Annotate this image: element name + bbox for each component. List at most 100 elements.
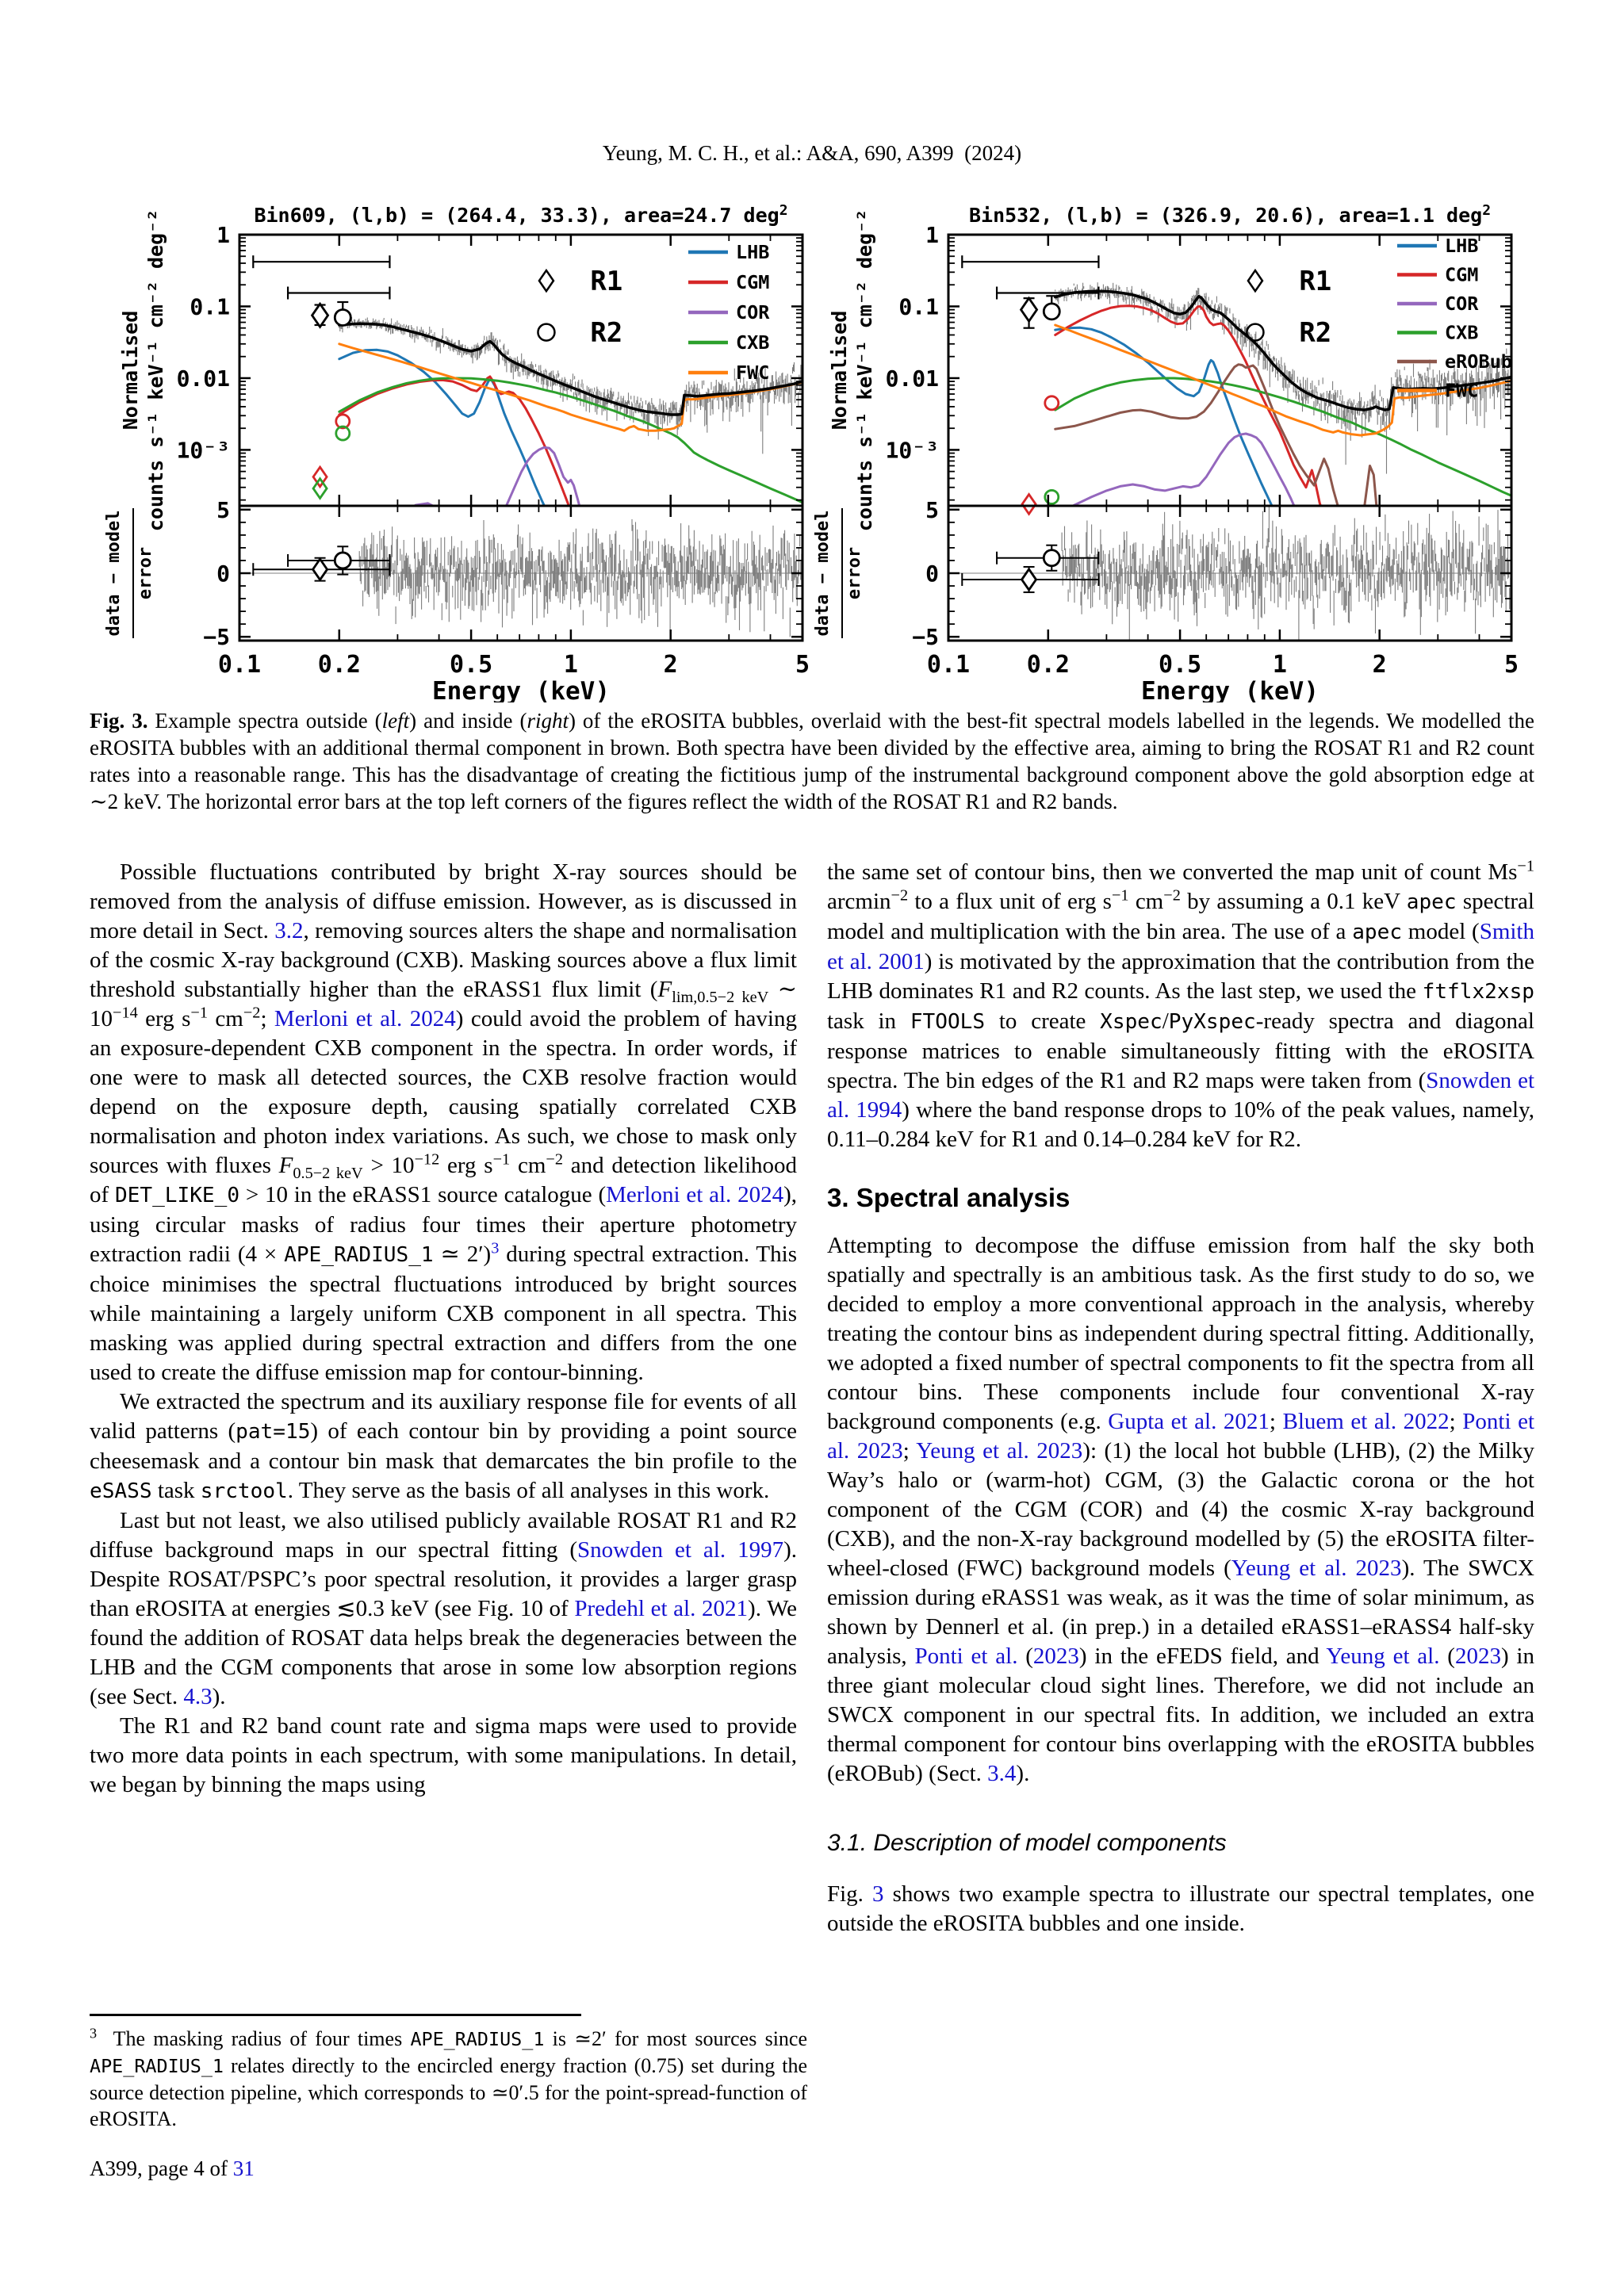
text-run: ; xyxy=(1449,1409,1463,1434)
body-columns: Possible fluctuations contributed by bri… xyxy=(90,858,1534,1938)
citation-link[interactable]: Yeung et al. 2023 xyxy=(1231,1556,1402,1581)
citation-link[interactable]: Yeung et al. 2023 xyxy=(916,1438,1083,1464)
citation-link[interactable]: 3 xyxy=(872,1881,884,1907)
svg-text:5: 5 xyxy=(216,497,230,523)
text-run: ). xyxy=(1016,1761,1030,1786)
svg-text:eROBub: eROBub xyxy=(1445,350,1512,373)
text-run: ). The SWCX emission during eRASS1 was w… xyxy=(827,1556,1534,1669)
text-run: Attempting to decompose the diffuse emis… xyxy=(827,1233,1534,1434)
text-run: arcmin xyxy=(827,889,891,914)
footer-text: A399, page 4 of xyxy=(90,2156,233,2180)
text-run: . They serve as the basis of all analyse… xyxy=(287,1478,770,1503)
citation-link[interactable]: Smith et al. 2001 xyxy=(827,919,1534,974)
text-run: ≃ 2′) xyxy=(433,1242,492,1267)
svg-text:1: 1 xyxy=(1273,651,1287,679)
text-run: , removing sources alters the shape and … xyxy=(90,918,797,1002)
text-run: ; xyxy=(902,1438,917,1464)
text-run: APE_RADIUS_1 xyxy=(284,1243,434,1267)
paragraph: Last but not least, we also utilised pub… xyxy=(90,1506,797,1712)
citation-link[interactable]: 2023 xyxy=(1454,1644,1501,1669)
svg-text:COR: COR xyxy=(1445,293,1479,315)
svg-text:0.1: 0.1 xyxy=(190,293,230,320)
page-count-link[interactable]: 31 xyxy=(232,2156,255,2180)
text-run: and detection likelihood of xyxy=(90,1153,798,1207)
svg-text:0: 0 xyxy=(216,561,230,587)
text-run: −1 xyxy=(1111,886,1129,905)
text-run: ) could avoid the problem of having an e… xyxy=(90,1006,797,1178)
text-run: −2 xyxy=(1163,886,1181,905)
figure3-caption: Fig. 3. Example spectra outside (left) a… xyxy=(90,707,1534,815)
citation-link[interactable]: Gupta et al. 2021 xyxy=(1108,1409,1270,1434)
text-run: F xyxy=(278,1153,293,1178)
text-run: erg s xyxy=(439,1153,493,1178)
text-run: 0.5−2 keV xyxy=(293,1164,363,1182)
svg-text:0.5: 0.5 xyxy=(1159,651,1201,679)
footnote: 3 The masking radius of four times APE_R… xyxy=(90,2001,807,2132)
text-run: Last but not least, we also utilised pub… xyxy=(90,1508,797,1563)
svg-text:LHB: LHB xyxy=(1445,235,1478,257)
citation-link[interactable]: Ponti et al. 2023 xyxy=(827,1409,1535,1464)
citation-link[interactable]: Bluem et al. 2022 xyxy=(1282,1409,1450,1434)
text-run: APE_RADIUS_1 xyxy=(410,2028,545,2050)
text-run: FTOOLS xyxy=(910,1010,986,1034)
right-column: the same set of contour bins, then we co… xyxy=(827,858,1534,1938)
svg-text:data − model: data − model xyxy=(105,511,124,637)
paragraph: Fig. 3 shows two example spectra to illu… xyxy=(827,1880,1534,1938)
text-run: to create xyxy=(985,1008,1101,1034)
text-run: the same set of contour bins, then we co… xyxy=(827,859,1518,885)
text-run: cm xyxy=(207,1006,243,1031)
text-run: by assuming a 0.1 keV xyxy=(1180,889,1407,914)
citation-link[interactable]: 3.2 xyxy=(274,918,304,943)
svg-text:Normalised: Normalised xyxy=(828,311,851,430)
text-run: lim,0.5−2 keV xyxy=(672,988,769,1006)
text-run: cm xyxy=(1128,889,1164,914)
svg-text:1: 1 xyxy=(564,651,578,679)
text-run: Fig. xyxy=(827,1881,873,1907)
citation-link[interactable]: Snowden et al. 1997 xyxy=(577,1537,784,1563)
citation-link[interactable]: Predehl et al. 2021 xyxy=(574,1596,749,1621)
svg-text:COR: COR xyxy=(736,301,770,323)
text-run: Example spectra outside ( xyxy=(147,709,382,733)
citation-link[interactable]: Snowden et al. 1994 xyxy=(827,1068,1535,1123)
citation-link[interactable]: 2023 xyxy=(1032,1644,1079,1669)
text-run: task xyxy=(151,1478,201,1503)
citation-link[interactable]: Merloni et al. 2024 xyxy=(606,1182,784,1207)
citation-link[interactable]: Merloni et al. 2024 xyxy=(274,1006,456,1031)
text-run: ) and inside ( xyxy=(409,709,527,733)
figure3-right-panel: R1 R2 LHB CGM COR CXB eROBub FWC 0.1 0.2 0.5 1 2 5 1 0.… xyxy=(813,202,1519,706)
citation-link[interactable]: Yeung et al. xyxy=(1326,1644,1440,1669)
svg-text:R1: R1 xyxy=(1299,266,1331,297)
citation-link[interactable]: 4.3 xyxy=(183,1684,213,1709)
svg-text:R1: R1 xyxy=(590,266,622,297)
paragraph: Attempting to decompose the diffuse emis… xyxy=(827,1231,1534,1789)
page-footer: A399, page 4 of 31 xyxy=(90,2156,255,2181)
paragraph: The R1 and R2 band count rate and sigma … xyxy=(90,1712,797,1800)
text-run: ). Despite ROSAT/PSPC’s poor spectral re… xyxy=(90,1537,797,1621)
text-run: apec xyxy=(1406,890,1457,914)
text-run: ; xyxy=(260,1006,274,1031)
svg-text:0.2: 0.2 xyxy=(318,651,361,679)
text-run: ). xyxy=(212,1684,226,1709)
svg-text:0.01: 0.01 xyxy=(177,365,230,392)
citation-link[interactable]: Ponti et al. xyxy=(914,1644,1018,1669)
paragraph: Possible fluctuations contributed by bri… xyxy=(90,858,797,1387)
text-run: relates directly to the encircled energy… xyxy=(90,2054,807,2130)
text-run: Possible fluctuations contributed by bri… xyxy=(90,859,797,943)
text-run: −2 xyxy=(891,886,909,905)
svg-text:5: 5 xyxy=(925,497,939,523)
text-run: srctool xyxy=(200,1479,288,1503)
text-run: task in xyxy=(827,1008,910,1034)
text-run: 3 xyxy=(90,2025,98,2042)
spectrum-plot-bin532: R1 R2 LHB CGM COR CXB eROBub FWC 0.1 0.2 0.5 1 2 5 1 0.… xyxy=(813,202,1519,706)
text-run: ( xyxy=(1439,1644,1455,1669)
text-run: ( xyxy=(1017,1644,1033,1669)
text-run: cm xyxy=(510,1153,546,1178)
text-run: erg s xyxy=(137,1006,191,1031)
svg-text:R2: R2 xyxy=(1299,317,1331,349)
text-run: F xyxy=(657,977,672,1002)
svg-text:10⁻³: 10⁻³ xyxy=(886,437,939,463)
text-run: −2 xyxy=(243,1004,261,1022)
citation-link[interactable]: 3.4 xyxy=(987,1761,1017,1786)
text-run: during spectral extraction. This choice … xyxy=(90,1242,797,1385)
citation-link[interactable]: 3 xyxy=(491,1239,500,1257)
